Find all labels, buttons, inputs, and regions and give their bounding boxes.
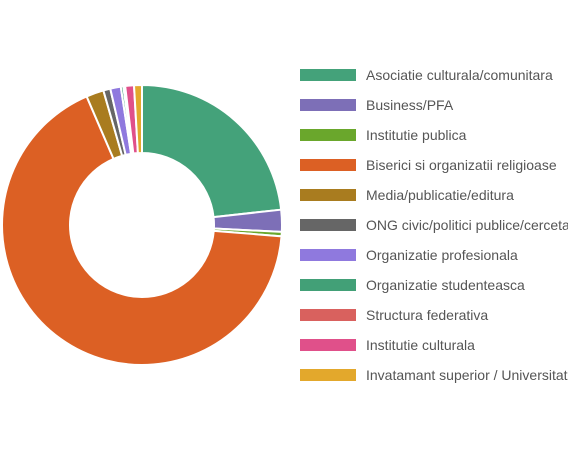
legend-swatch — [300, 219, 356, 231]
legend-label: Media/publicatie/editura — [366, 187, 514, 203]
legend-label: Asociatie culturala/comunitara — [366, 67, 553, 83]
legend-label: Institutie culturala — [366, 337, 475, 353]
legend-item-9[interactable]: Institutie culturala — [300, 330, 568, 360]
legend: Asociatie culturala/comunitara Business/P… — [300, 60, 568, 390]
legend-item-2[interactable]: Institutie publica — [300, 120, 568, 150]
legend-item-0[interactable]: Asociatie culturala/comunitara — [300, 60, 568, 90]
legend-label: Organizatie studenteasca — [366, 277, 525, 293]
donut-plot — [1, 83, 283, 366]
legend-swatch — [300, 129, 356, 141]
slice-0[interactable] — [141, 83, 283, 219]
legend-swatch — [300, 279, 356, 291]
legend-label: Invatamant superior / Universitate — [366, 367, 568, 383]
legend-label: Institutie publica — [366, 127, 467, 143]
legend-label: Business/PFA — [366, 97, 454, 113]
legend-item-10[interactable]: Invatamant superior / Universitate — [300, 360, 568, 390]
legend-label: Biserici si organizatii religioase — [366, 157, 557, 173]
legend-swatch — [300, 249, 356, 261]
legend-swatch — [300, 339, 356, 351]
legend-swatch — [300, 369, 356, 381]
legend-swatch — [300, 189, 356, 201]
legend-swatch — [300, 159, 356, 171]
legend-item-7[interactable]: Organizatie studenteasca — [300, 270, 568, 300]
legend-label: ONG civic/politici publice/cercetare — [366, 217, 568, 233]
slice-10[interactable] — [132, 83, 143, 155]
legend-item-5[interactable]: ONG civic/politici publice/cercetare — [300, 210, 568, 240]
legend-item-6[interactable]: Organizatie profesionala — [300, 240, 568, 270]
legend-item-4[interactable]: Media/publicatie/editura — [300, 180, 568, 210]
legend-item-1[interactable]: Business/PFA — [300, 90, 568, 120]
legend-item-3[interactable]: Biserici si organizatii religioase — [300, 150, 568, 180]
legend-label: Organizatie profesionala — [366, 247, 518, 263]
legend-label: Structura federativa — [366, 307, 489, 323]
legend-swatch — [300, 99, 356, 111]
slice-3[interactable] — [1, 95, 283, 366]
legend-item-8[interactable]: Structura federativa — [300, 300, 568, 330]
legend-swatch — [300, 309, 356, 321]
legend-swatch — [300, 69, 356, 81]
